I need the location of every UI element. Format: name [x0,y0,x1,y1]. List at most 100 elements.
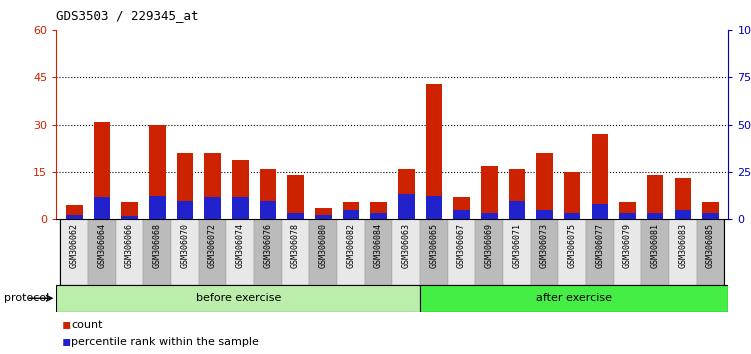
Text: GSM306068: GSM306068 [152,223,161,268]
Bar [674,178,691,219]
Bar [342,202,359,219]
Bar [309,219,337,285]
Bar [94,122,110,219]
Text: GSM306084: GSM306084 [374,223,383,268]
Text: GSM306079: GSM306079 [623,223,632,268]
Bar [393,219,420,285]
Bar [342,210,359,219]
Text: protocol: protocol [4,293,49,303]
Bar [61,219,88,285]
Bar [620,202,636,219]
Bar [171,219,199,285]
Text: GSM306062: GSM306062 [70,223,79,268]
Bar [260,200,276,219]
Bar [536,210,553,219]
Text: GSM306075: GSM306075 [568,223,577,268]
Bar [204,198,221,219]
Text: before exercise: before exercise [196,293,281,303]
Bar [315,209,331,219]
Bar [365,219,393,285]
Bar [398,169,415,219]
Bar [481,166,497,219]
Bar [531,219,558,285]
Text: count: count [71,320,103,330]
Bar [122,216,138,219]
Bar [592,204,608,219]
Text: GSM306065: GSM306065 [430,223,439,268]
Bar [420,219,448,285]
Bar [620,213,636,219]
Bar [149,125,165,219]
Bar [370,202,387,219]
Bar [558,219,586,285]
Bar [647,175,663,219]
Text: ▪: ▪ [62,333,71,348]
Text: GSM306078: GSM306078 [291,223,300,268]
Bar [586,219,614,285]
Text: GSM306071: GSM306071 [512,223,521,268]
Bar [337,219,365,285]
Bar [260,169,276,219]
Bar [508,169,525,219]
Bar [454,198,470,219]
FancyBboxPatch shape [56,285,421,312]
Bar [232,160,249,219]
Text: GSM306082: GSM306082 [346,223,355,268]
Text: GSM306069: GSM306069 [484,223,493,268]
Bar [143,219,171,285]
Bar [702,202,719,219]
Bar [475,219,503,285]
Bar [426,84,442,219]
Bar [288,175,304,219]
Bar [227,219,254,285]
Text: GSM306077: GSM306077 [596,223,605,268]
Bar [592,134,608,219]
Bar [66,215,83,219]
Bar [697,219,724,285]
Bar [116,219,143,285]
Bar [647,213,663,219]
Text: GSM306063: GSM306063 [402,223,411,268]
Bar [702,213,719,219]
Text: GSM306064: GSM306064 [98,223,107,268]
Bar [426,196,442,219]
Bar [370,213,387,219]
Text: GSM306074: GSM306074 [236,223,245,268]
Text: percentile rank within the sample: percentile rank within the sample [71,337,259,347]
Bar [176,153,193,219]
Bar [282,219,309,285]
Text: GSM306085: GSM306085 [706,223,715,268]
Bar [641,219,669,285]
Bar [536,153,553,219]
Bar [66,205,83,219]
Text: GSM306067: GSM306067 [457,223,466,268]
Text: GSM306066: GSM306066 [125,223,134,268]
Bar [254,219,282,285]
Bar [448,219,475,285]
Text: ▪: ▪ [62,317,71,331]
Bar [481,213,497,219]
Text: GSM306076: GSM306076 [264,223,273,268]
Bar [288,213,304,219]
Text: GSM306070: GSM306070 [180,223,189,268]
FancyBboxPatch shape [421,285,728,312]
Bar [669,219,697,285]
Bar [564,213,581,219]
Bar [94,198,110,219]
Bar [176,200,193,219]
Bar [674,210,691,219]
Text: GSM306083: GSM306083 [678,223,687,268]
Bar [614,219,641,285]
Bar [199,219,227,285]
Text: GDS3503 / 229345_at: GDS3503 / 229345_at [56,9,199,22]
Text: GSM306072: GSM306072 [208,223,217,268]
Bar [149,196,165,219]
Text: GSM306073: GSM306073 [540,223,549,268]
Bar [454,210,470,219]
Bar [204,153,221,219]
Bar [508,200,525,219]
Bar [88,219,116,285]
Text: after exercise: after exercise [536,293,612,303]
Text: GSM306081: GSM306081 [650,223,659,268]
Bar [503,219,531,285]
